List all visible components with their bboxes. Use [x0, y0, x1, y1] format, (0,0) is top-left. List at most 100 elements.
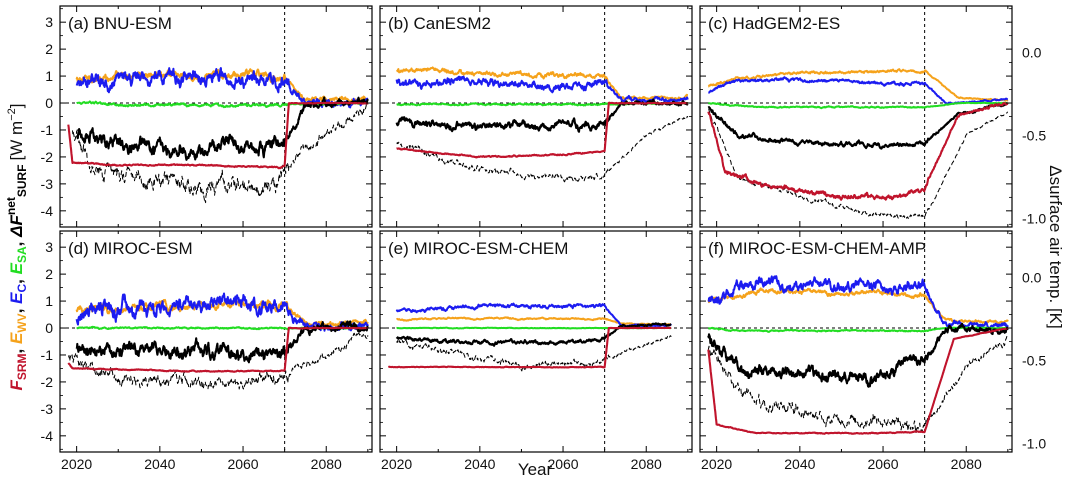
series-group: [67, 67, 369, 204]
series-f-srm: [67, 101, 369, 170]
y-tick-label: 0: [45, 320, 53, 336]
series-e-c: [75, 67, 369, 109]
y-tick-label: -4: [41, 203, 54, 219]
panel-4: (d) MIROC-ESM 3 2 1 0 -1 -2 -3 -4 2020 2040 2060 208…: [41, 230, 373, 472]
unit-close: ]: [7, 103, 26, 108]
x-tick-label: 2080: [311, 456, 342, 472]
e-c-subscript: C: [15, 284, 29, 293]
series-e-c: [707, 275, 1009, 330]
series-group: [387, 302, 673, 372]
series-e-wv: [395, 66, 689, 101]
y-tick-label: -4: [41, 428, 54, 444]
df-symbol: ΔF: [7, 215, 26, 238]
left-axis-label: FSRM, EWV, EC, ESA, ΔFnetSURF[W m−2]: [4, 103, 29, 390]
right-tick-label: -0.5: [1022, 353, 1046, 369]
y-tick-label: 1: [45, 293, 53, 309]
e-wv-subscript: WV: [15, 313, 29, 332]
right-tick-label: 0.0: [1022, 270, 1042, 286]
series-temperature: [68, 331, 369, 390]
panel-title: (b) CanESM2: [388, 14, 491, 33]
y-tick-label: 2: [45, 41, 53, 57]
panel-1: (a) BNU-ESM 3 2 1 0 -1 -2 -3 -4: [41, 5, 373, 228]
series-e-wv: [396, 316, 672, 326]
x-tick-label: 2040: [144, 456, 175, 472]
e-sa-symbol: E: [7, 262, 26, 274]
y-tick-label: -1: [41, 347, 54, 363]
panel-title: (a) BNU-ESM: [68, 14, 172, 33]
y-tick-label: 3: [45, 14, 53, 30]
series-e-wv: [75, 298, 369, 328]
series-df-net-surf: [75, 96, 369, 161]
plot-frame: [699, 5, 1013, 228]
series-group: [395, 66, 689, 183]
y-tick-label: 3: [45, 239, 53, 255]
right-axis-label: Δsurface air temp. [K]: [1046, 165, 1065, 328]
right-tick-label: -1.0: [1022, 211, 1046, 227]
x-tick-label: 2020: [381, 456, 412, 472]
series-e-wv: [707, 287, 1009, 325]
series-df-net-surf: [707, 322, 1009, 388]
y-tick-label: -3: [41, 176, 54, 192]
series-temperature: [708, 108, 1008, 219]
panel-2: (b) CanESM2: [379, 5, 693, 228]
panel-title: (d) MIROC-ESM: [68, 239, 193, 258]
series-e-c: [395, 75, 689, 104]
unit-label: [W m: [7, 121, 26, 161]
y-tick-label: 2: [45, 266, 53, 282]
x-tick-label: 2080: [631, 456, 662, 472]
series-e-sa: [707, 101, 1009, 110]
series-df-net-surf: [395, 322, 672, 347]
y-tick-label: -1: [41, 122, 54, 138]
series-f-srm: [707, 327, 1009, 435]
y-tick-label: -3: [41, 401, 54, 417]
right-tick-label: 0.0: [1022, 45, 1042, 61]
y-tick-label: -2: [41, 374, 54, 390]
panel-5: (e) MIROC-ESM-CHEM 2020 2040 2060 2080: [379, 230, 693, 472]
y-tick-label: 0: [45, 95, 53, 111]
unit-exponent: −2: [6, 108, 18, 121]
series-group: [707, 68, 1009, 219]
panels: (a) BNU-ESM 3 2 1 0 -1 -2 -3 -4 (b) CanESM2 (c) Ha…: [41, 5, 1046, 472]
plot-frame: [59, 5, 373, 228]
separator: ,: [7, 274, 26, 283]
e-c-symbol: E: [7, 292, 26, 304]
separator: ,: [7, 237, 26, 246]
x-tick-label: 2040: [464, 456, 495, 472]
y-tick-label: -2: [41, 149, 54, 165]
panel-6: (f) MIROC-ESM-CHEM-AMP 2020 2040 2060 2080 0.…: [699, 230, 1046, 472]
series-df-net-surf: [707, 101, 1009, 150]
panel-3: (c) HadGEM2-ES 0.0 -0.5 -1.0: [699, 5, 1046, 228]
series-group: [67, 292, 369, 390]
y-tick-label: 1: [45, 68, 53, 84]
series-temperature: [396, 335, 672, 372]
df-superscript: net: [4, 197, 18, 215]
separator: ,: [7, 304, 26, 313]
plot-frame: [59, 230, 373, 453]
series-temperature: [707, 336, 1009, 434]
x-tick-label: 2060: [547, 456, 578, 472]
panel-title: (c) HadGEM2-ES: [708, 14, 840, 33]
series-e-wv: [707, 68, 1009, 102]
panel-title: (f) MIROC-ESM-CHEM-AMP: [708, 239, 926, 258]
f-srm-symbol: F: [7, 380, 26, 391]
series-temperature: [72, 102, 369, 204]
series-f-srm: [67, 326, 369, 373]
df-subscript: SURF: [15, 164, 29, 197]
e-sa-subscript: SA: [15, 246, 29, 263]
series-group: [707, 275, 1009, 435]
x-axis-label: Year: [518, 460, 553, 479]
series-temperature: [396, 116, 689, 183]
x-tick-label: 2040: [784, 456, 815, 472]
series-f-srm: [387, 326, 672, 369]
x-tick-label: 2060: [867, 456, 898, 472]
x-tick-label: 2060: [227, 456, 258, 472]
separator: ,: [7, 344, 26, 353]
series-f-srm: [395, 101, 689, 159]
right-tick-label: -1.0: [1022, 436, 1046, 452]
plot-frame: [379, 5, 693, 228]
right-tick-label: -0.5: [1022, 128, 1046, 144]
f-srm-subscript: SRM: [15, 353, 29, 380]
x-tick-label: 2080: [951, 456, 982, 472]
e-wv-symbol: E: [7, 332, 26, 344]
